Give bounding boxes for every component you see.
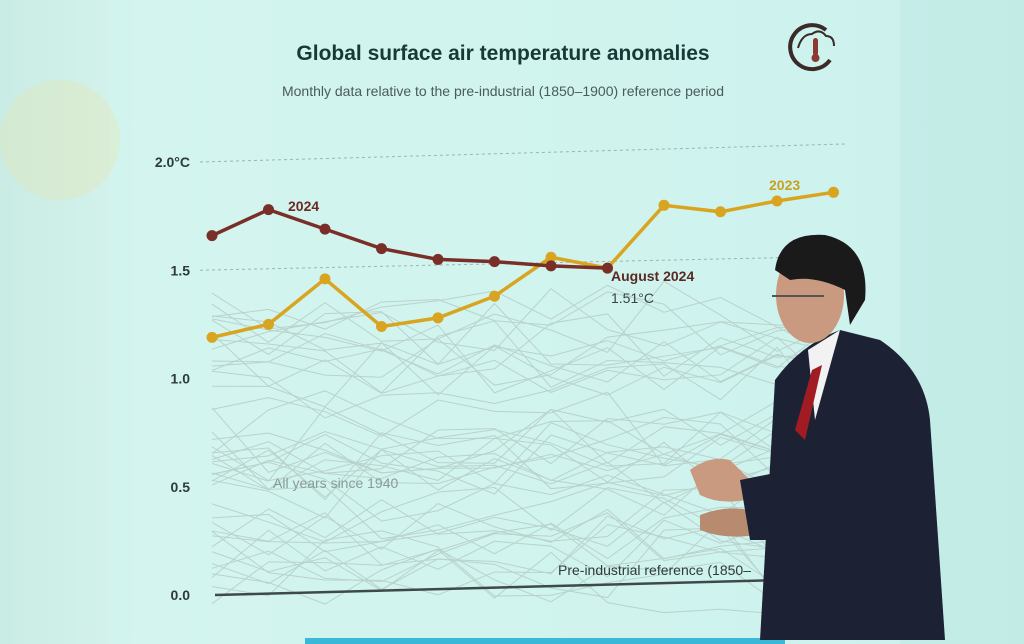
data-point-2023-Nov <box>771 195 783 207</box>
series-label-2024: 2024 <box>288 198 319 214</box>
y-tick-label: 1.5 <box>171 262 191 278</box>
background-year-line <box>211 544 834 605</box>
data-point-2024-Mar <box>319 223 331 235</box>
data-point-2023-Jul <box>545 251 557 263</box>
background-year-line <box>211 527 834 599</box>
data-point-2023-Apr <box>376 321 387 333</box>
background-year-line <box>211 549 834 615</box>
background-year-line <box>211 311 834 365</box>
data-point-2024-May <box>432 253 444 265</box>
background-year-line <box>211 280 834 353</box>
annotation-value: 1.51°C <box>611 290 654 306</box>
y-tick-label: 2.0°C <box>155 154 190 170</box>
reference-label: Pre-industrial reference (1850– <box>558 562 751 578</box>
background-year-line <box>211 432 834 501</box>
data-point-2024-Feb <box>263 204 274 216</box>
chart-title: Global surface air temperature anomalies <box>296 42 709 65</box>
data-point-2024-Jan <box>206 230 218 242</box>
background-year-line <box>211 519 834 578</box>
data-point-2023-Jun <box>489 290 500 302</box>
background-year-line <box>211 461 834 522</box>
y-axis: 2.0°C 1.5 1.0 0.5 0.0 <box>155 154 190 603</box>
annotation-title: August 2024 <box>611 268 694 284</box>
data-point-2023-Jan <box>206 331 218 343</box>
series-label-2023: 2023 <box>769 177 800 193</box>
data-point-2023-May <box>432 312 444 324</box>
data-point-2023-Sep <box>658 199 670 211</box>
background-year-line <box>211 291 834 356</box>
background-year-line <box>211 391 834 467</box>
background-year-line <box>211 523 834 592</box>
background-year-line <box>211 488 834 560</box>
series-line-2023 <box>211 190 834 340</box>
chart-subtitle: Monthly data relative to the pre-industr… <box>282 83 724 99</box>
background-year-line <box>211 318 834 394</box>
data-point-2023-Feb <box>263 318 274 330</box>
background-year-line <box>211 313 834 377</box>
thermometer-logo-icon <box>788 23 835 72</box>
lower-third-bar <box>305 638 785 644</box>
background-year-line <box>211 332 834 383</box>
background-series-label: All years since 1940 <box>273 475 399 491</box>
background-years-lines <box>211 280 834 615</box>
data-point-2023-Oct <box>715 206 726 218</box>
background-year-line <box>211 502 834 560</box>
background-year-line <box>211 406 834 482</box>
background-year-line <box>211 332 834 394</box>
data-point-2023-Mar <box>319 273 331 285</box>
reference-line <box>214 578 781 597</box>
series-line-2024 <box>211 207 608 270</box>
data-point-2024-Apr <box>376 243 387 255</box>
background-year-line <box>211 501 834 550</box>
data-point-2023-Dec <box>828 186 839 198</box>
background-year-line <box>211 321 834 386</box>
background-year-line <box>211 346 834 420</box>
presenter <box>690 234 945 640</box>
series-group <box>206 186 839 343</box>
y-tick-label: 1.0 <box>171 371 191 387</box>
data-point-2024-Aug <box>602 262 613 274</box>
background-year-line <box>211 342 834 408</box>
background-year-line <box>211 320 834 394</box>
background-year-line <box>211 411 834 474</box>
background-year-line <box>211 284 834 356</box>
background-year-line <box>211 433 834 495</box>
y-tick-label: 0.5 <box>171 479 191 495</box>
data-point-2024-Jun <box>489 256 500 268</box>
data-point-2024-Jul <box>545 260 557 272</box>
light-glare <box>0 80 120 200</box>
background-year-line <box>211 524 834 596</box>
y-tick-label: 0.0 <box>171 587 191 603</box>
